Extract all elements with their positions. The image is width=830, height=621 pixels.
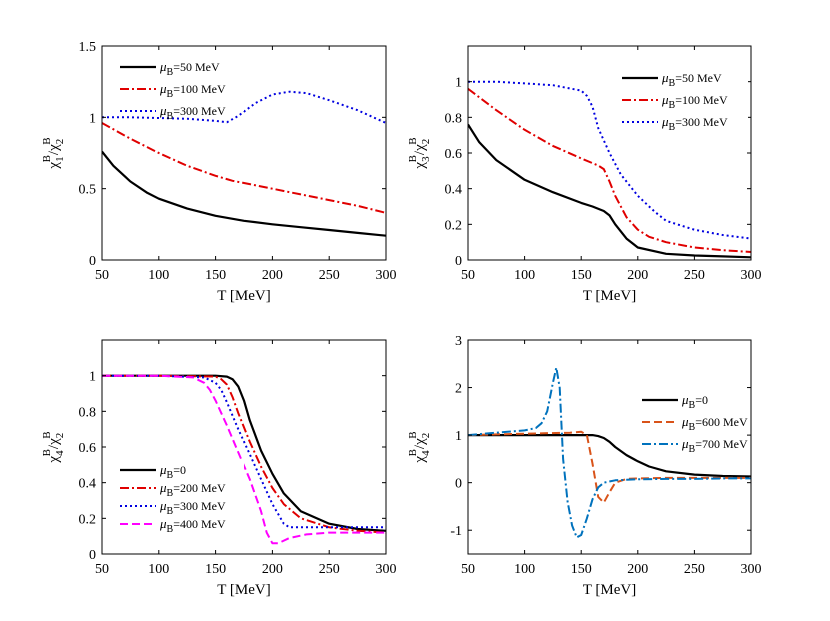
- legend-entry: μB=300 MeV: [661, 114, 728, 133]
- x-tick-label: 300: [376, 268, 397, 283]
- axes-box: [101, 45, 387, 261]
- y-tick-label: 0.8: [445, 111, 463, 126]
- y-axis-label: χ4B/χ2B: [407, 431, 432, 463]
- x-tick-label: 200: [262, 268, 283, 283]
- legend-box: [116, 460, 244, 534]
- chart-panel-3: 50 100 150 200 250 300 0 0.2 0.4 0.6 0.8 1 T [MeV] χ4…: [41, 339, 397, 598]
- x-tick-label: 250: [319, 268, 340, 283]
- x-tick-label: 200: [627, 562, 648, 577]
- series-line-1: [102, 374, 386, 532]
- legend: μB=50 MeV μB=100 MeV μB=300 MeV: [618, 68, 748, 133]
- x-tick-label: 100: [148, 562, 169, 577]
- legend-entry: μB=700 MeV: [681, 436, 748, 455]
- y-axis-label: χ4B/χ2B: [41, 431, 66, 463]
- y-tick-label: 0.6: [79, 441, 97, 456]
- x-axis-label: T [MeV]: [583, 582, 636, 598]
- x-tick-label: 300: [741, 268, 762, 283]
- x-tick-label: 100: [514, 268, 535, 283]
- legend-entry: μB=200 MeV: [159, 480, 226, 499]
- x-tick-label: 250: [319, 562, 340, 577]
- plot-area: [468, 80, 751, 259]
- x-tick-label: 200: [262, 562, 283, 577]
- chart-panel-1: 50 100 150 200 250 300 0 0.5 1 1.5 T [MeV] χ1B/χ2B μ…: [41, 40, 397, 304]
- legend-entry: μB=100 MeV: [159, 81, 226, 100]
- x-tick-label: 50: [461, 268, 475, 283]
- y-tick-label: 0.8: [79, 405, 97, 420]
- x-tick-label: 250: [684, 562, 705, 577]
- series-line-4: [102, 374, 386, 545]
- legend-entry: μB=300 MeV: [159, 498, 226, 517]
- y-axis-label: χ3B/χ2B: [407, 137, 432, 169]
- x-tick-label: 150: [571, 562, 592, 577]
- legend: μB=0 μB=600 MeV μB=700 MeV: [638, 390, 748, 455]
- y-tick-label: 1: [455, 429, 462, 444]
- series-line-3: [102, 90, 386, 124]
- series-line-3: [468, 80, 751, 240]
- y-tick-label: 0.6: [445, 147, 463, 162]
- series-line-2: [102, 374, 386, 534]
- x-axis-label: T [MeV]: [217, 288, 270, 304]
- y-tick-label: 0: [89, 548, 96, 563]
- chart-panel-4: 50 100 150 200 250 300 -1 0 1 2 3 T [MeV] χ4B/χ2B μB=…: [407, 334, 762, 598]
- legend-entry: μB=600 MeV: [681, 414, 748, 433]
- series-line-3: [468, 366, 751, 539]
- x-tick-label: 250: [684, 268, 705, 283]
- series-line-2: [102, 122, 386, 214]
- y-tick-label: 0: [89, 254, 96, 269]
- legend-entry: μB=50 MeV: [661, 70, 722, 89]
- y-tick-label: 0: [455, 254, 462, 269]
- legend-entry: μB=400 MeV: [159, 516, 226, 535]
- legend: μB=50 MeV μB=100 MeV μB=300 MeV: [116, 57, 244, 122]
- x-tick-label: 50: [461, 562, 475, 577]
- series-line-1: [468, 123, 751, 259]
- series-line-1: [468, 434, 751, 478]
- chart-panel-2: 50 100 150 200 250 300 0 0.2 0.4 0.6 0.8 1 T [MeV] χ3…: [407, 45, 762, 304]
- x-tick-label: 150: [205, 268, 226, 283]
- y-tick-label: 0.2: [79, 512, 97, 527]
- y-tick-label: 1.5: [79, 40, 97, 55]
- x-tick-label: 50: [95, 562, 109, 577]
- y-tick-label: 0.2: [445, 218, 463, 233]
- x-axis-label: T [MeV]: [583, 288, 636, 304]
- y-axis-label: χ1B/χ2B: [41, 137, 66, 169]
- y-tick-label: 0.4: [79, 477, 97, 492]
- series-line-1: [102, 150, 386, 237]
- y-tick-label: 0.5: [79, 183, 97, 198]
- y-tick-label: 1: [89, 370, 96, 385]
- legend-entry: μB=0: [681, 392, 708, 411]
- x-axis-label: T [MeV]: [217, 582, 270, 598]
- legend-entry: μB=0: [159, 462, 186, 481]
- y-tick-label: -1: [450, 524, 462, 539]
- x-tick-label: 50: [95, 268, 109, 283]
- y-tick-label: 3: [455, 334, 462, 349]
- legend-entry: μB=50 MeV: [159, 59, 220, 78]
- series-line-2: [468, 88, 751, 253]
- plot-area: [102, 90, 386, 237]
- legend-entry: μB=100 MeV: [661, 92, 728, 111]
- axes-box: [467, 339, 752, 555]
- x-tick-label: 100: [148, 268, 169, 283]
- plot-area: [102, 374, 386, 545]
- x-tick-label: 100: [514, 562, 535, 577]
- x-tick-label: 150: [205, 562, 226, 577]
- x-tick-label: 150: [571, 268, 592, 283]
- y-tick-label: 0: [455, 477, 462, 492]
- x-tick-label: 300: [741, 562, 762, 577]
- x-tick-label: 200: [627, 268, 648, 283]
- y-tick-label: 0.4: [445, 183, 463, 198]
- y-tick-label: 1: [455, 76, 462, 91]
- legend-entry: μB=300 MeV: [159, 103, 226, 122]
- plot-area: [468, 366, 751, 539]
- y-tick-label: 2: [455, 382, 462, 397]
- y-tick-label: 1: [89, 111, 96, 126]
- x-tick-label: 300: [376, 562, 397, 577]
